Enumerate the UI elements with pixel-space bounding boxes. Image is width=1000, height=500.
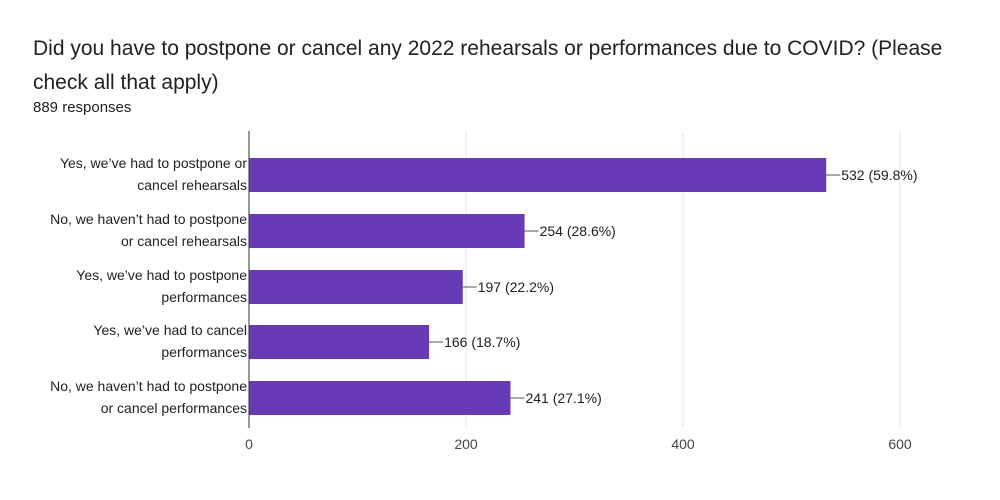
- value-label: 254 (28.6%): [540, 223, 616, 239]
- x-tick-label: 200: [454, 436, 478, 452]
- bar: [249, 270, 463, 304]
- x-tick-label: 400: [671, 436, 695, 452]
- category-label: No, we haven’t had to postpone: [50, 211, 247, 227]
- category-label: Yes, we’ve had to cancel: [93, 322, 247, 338]
- x-tick-label: 0: [245, 436, 253, 452]
- category-label: or cancel rehearsals: [121, 233, 247, 249]
- value-label: 166 (18.7%): [444, 334, 520, 350]
- category-label: Yes, we’ve had to postpone: [76, 267, 247, 283]
- category-label: performances: [161, 344, 247, 360]
- category-label: No, we haven’t had to postpone: [50, 378, 247, 394]
- x-tick-label: 600: [888, 436, 912, 452]
- value-label: 197 (22.2%): [478, 279, 554, 295]
- category-label: Yes, we’ve had to postpone or: [60, 155, 247, 171]
- category-label: cancel rehearsals: [137, 177, 247, 193]
- bar: [249, 214, 525, 248]
- value-label: 241 (27.1%): [525, 390, 601, 406]
- bar: [249, 381, 511, 415]
- bar: [249, 325, 430, 359]
- question-title: Did you have to postpone or cancel any 2…: [33, 37, 943, 94]
- value-label: 532 (59.8%): [841, 167, 917, 183]
- category-label: performances: [161, 289, 247, 305]
- category-label: or cancel performances: [101, 400, 247, 416]
- bar: [249, 158, 827, 192]
- response-count: 889 responses: [33, 99, 132, 116]
